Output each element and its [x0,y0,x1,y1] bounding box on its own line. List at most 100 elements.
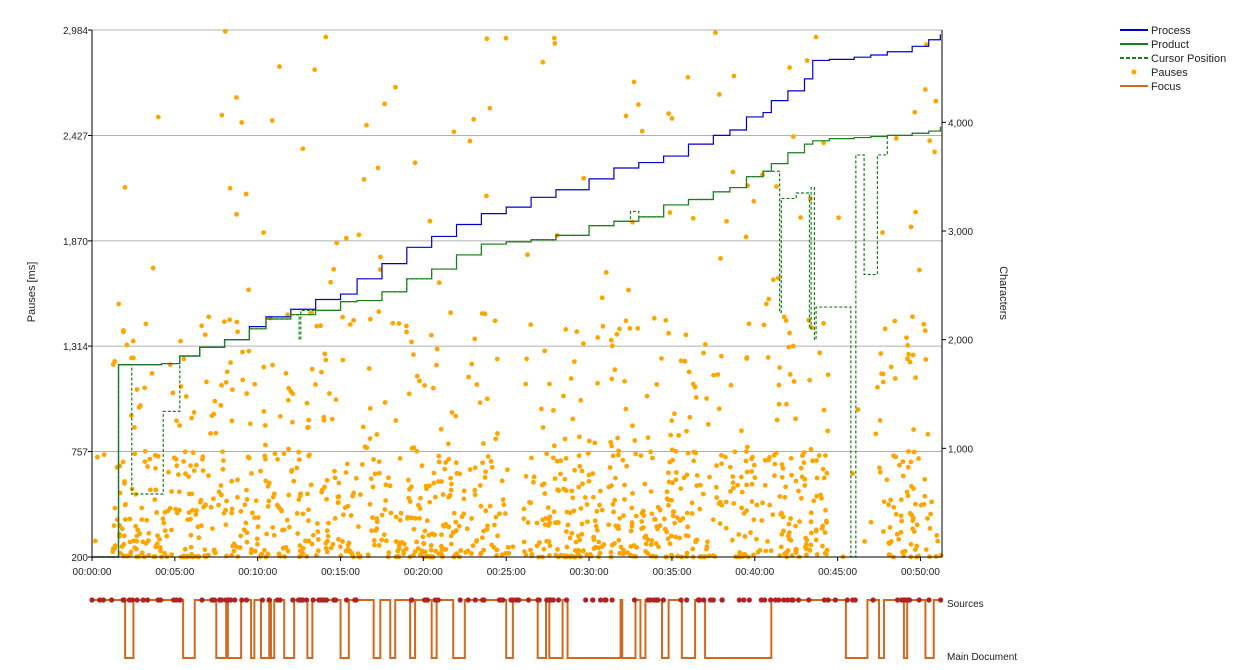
pause-point [134,538,140,544]
pause-point [783,484,788,490]
pause-point [702,342,708,347]
pause-point [798,495,804,501]
pause-point [319,487,325,493]
pause-point [262,423,268,428]
pause-point [185,553,190,559]
pause-point [206,473,211,479]
pause-point [281,451,287,457]
pause-point [370,515,375,521]
y-right-tick-label: 3,000 [948,227,973,238]
pause-point [877,465,882,471]
pause-point [545,505,551,511]
tick-labels: 200 757 1,314 1,870 2,427 2,984 1,000 2,000 3,00… [63,26,973,578]
pause-point [697,506,703,512]
pause-point [216,489,222,495]
y-right-tick-label: 2,000 [948,336,973,347]
pause-point [300,545,306,551]
pause-point [802,483,808,488]
pause-point [219,382,224,388]
pause-point [632,438,638,443]
pause-point [333,397,339,403]
pause-point [595,335,601,340]
pause-point [765,355,771,360]
pause-point [195,524,201,530]
pause-point [471,116,477,122]
pause-point [454,551,460,557]
pause-point [155,114,161,120]
pause-point [623,406,629,412]
pause-point [421,540,426,546]
pause-point [850,471,856,476]
pause-point [336,494,342,499]
pause-point [694,473,700,478]
pause-point [836,215,841,221]
pause-point [445,441,451,447]
pause-point [240,377,246,383]
pause-point [503,550,509,556]
pause-point [328,545,334,551]
pause-point [787,65,792,70]
pause-point [649,511,655,517]
pause-point [376,543,382,548]
pause-point [639,510,645,516]
pause-point [777,365,783,370]
pause-point [821,321,826,326]
pause-point [573,539,579,545]
pause-point [266,498,272,504]
pause-point [223,522,229,528]
pause-point [932,149,938,155]
source-marker [590,597,596,603]
pause-point [564,544,570,550]
pause-point [698,482,703,488]
pause-point [484,526,490,532]
pause-point [92,538,98,544]
pause-point [667,210,673,215]
pause-point [480,460,485,466]
pause-point [751,517,757,523]
pause-point [592,440,598,446]
pause-point [596,539,602,545]
pause-point [448,310,453,316]
pause-point [808,446,814,452]
pause-point [348,513,354,518]
pause-point [670,480,675,486]
pause-point [777,494,783,499]
pause-point [340,512,346,518]
source-marker [870,597,876,603]
pause-point [612,497,618,503]
pause-point [644,393,650,399]
pause-point [306,417,312,423]
pause-point [297,493,303,499]
pause-point [790,343,796,349]
pause-point [905,356,910,362]
pause-point [578,505,584,511]
pause-point [255,541,260,547]
pause-point [655,526,660,532]
pause-point [789,472,794,478]
pause-point [453,519,459,525]
pause-point [599,295,605,301]
pause-point [242,502,248,508]
pause-point [147,456,153,462]
pause-point [685,533,691,539]
pause-point [922,328,928,334]
pause-point [485,454,491,459]
pause-point [378,254,383,260]
pause-point [244,391,250,396]
pause-point [905,342,911,348]
source-marker [266,597,272,603]
y-left-tick-label: 1,314 [63,342,88,353]
source-marker [701,597,707,603]
pause-point [186,474,191,480]
pause-point [367,316,373,322]
pause-point [565,522,571,528]
pause-point [376,309,382,315]
pause-point [403,323,409,329]
x-tick-label: 00:20:00 [404,567,443,578]
pause-point [879,371,884,377]
pause-point [620,551,626,557]
pause-point [630,219,635,225]
pause-point [324,528,330,534]
pause-point [209,526,215,532]
pause-point [154,541,160,547]
